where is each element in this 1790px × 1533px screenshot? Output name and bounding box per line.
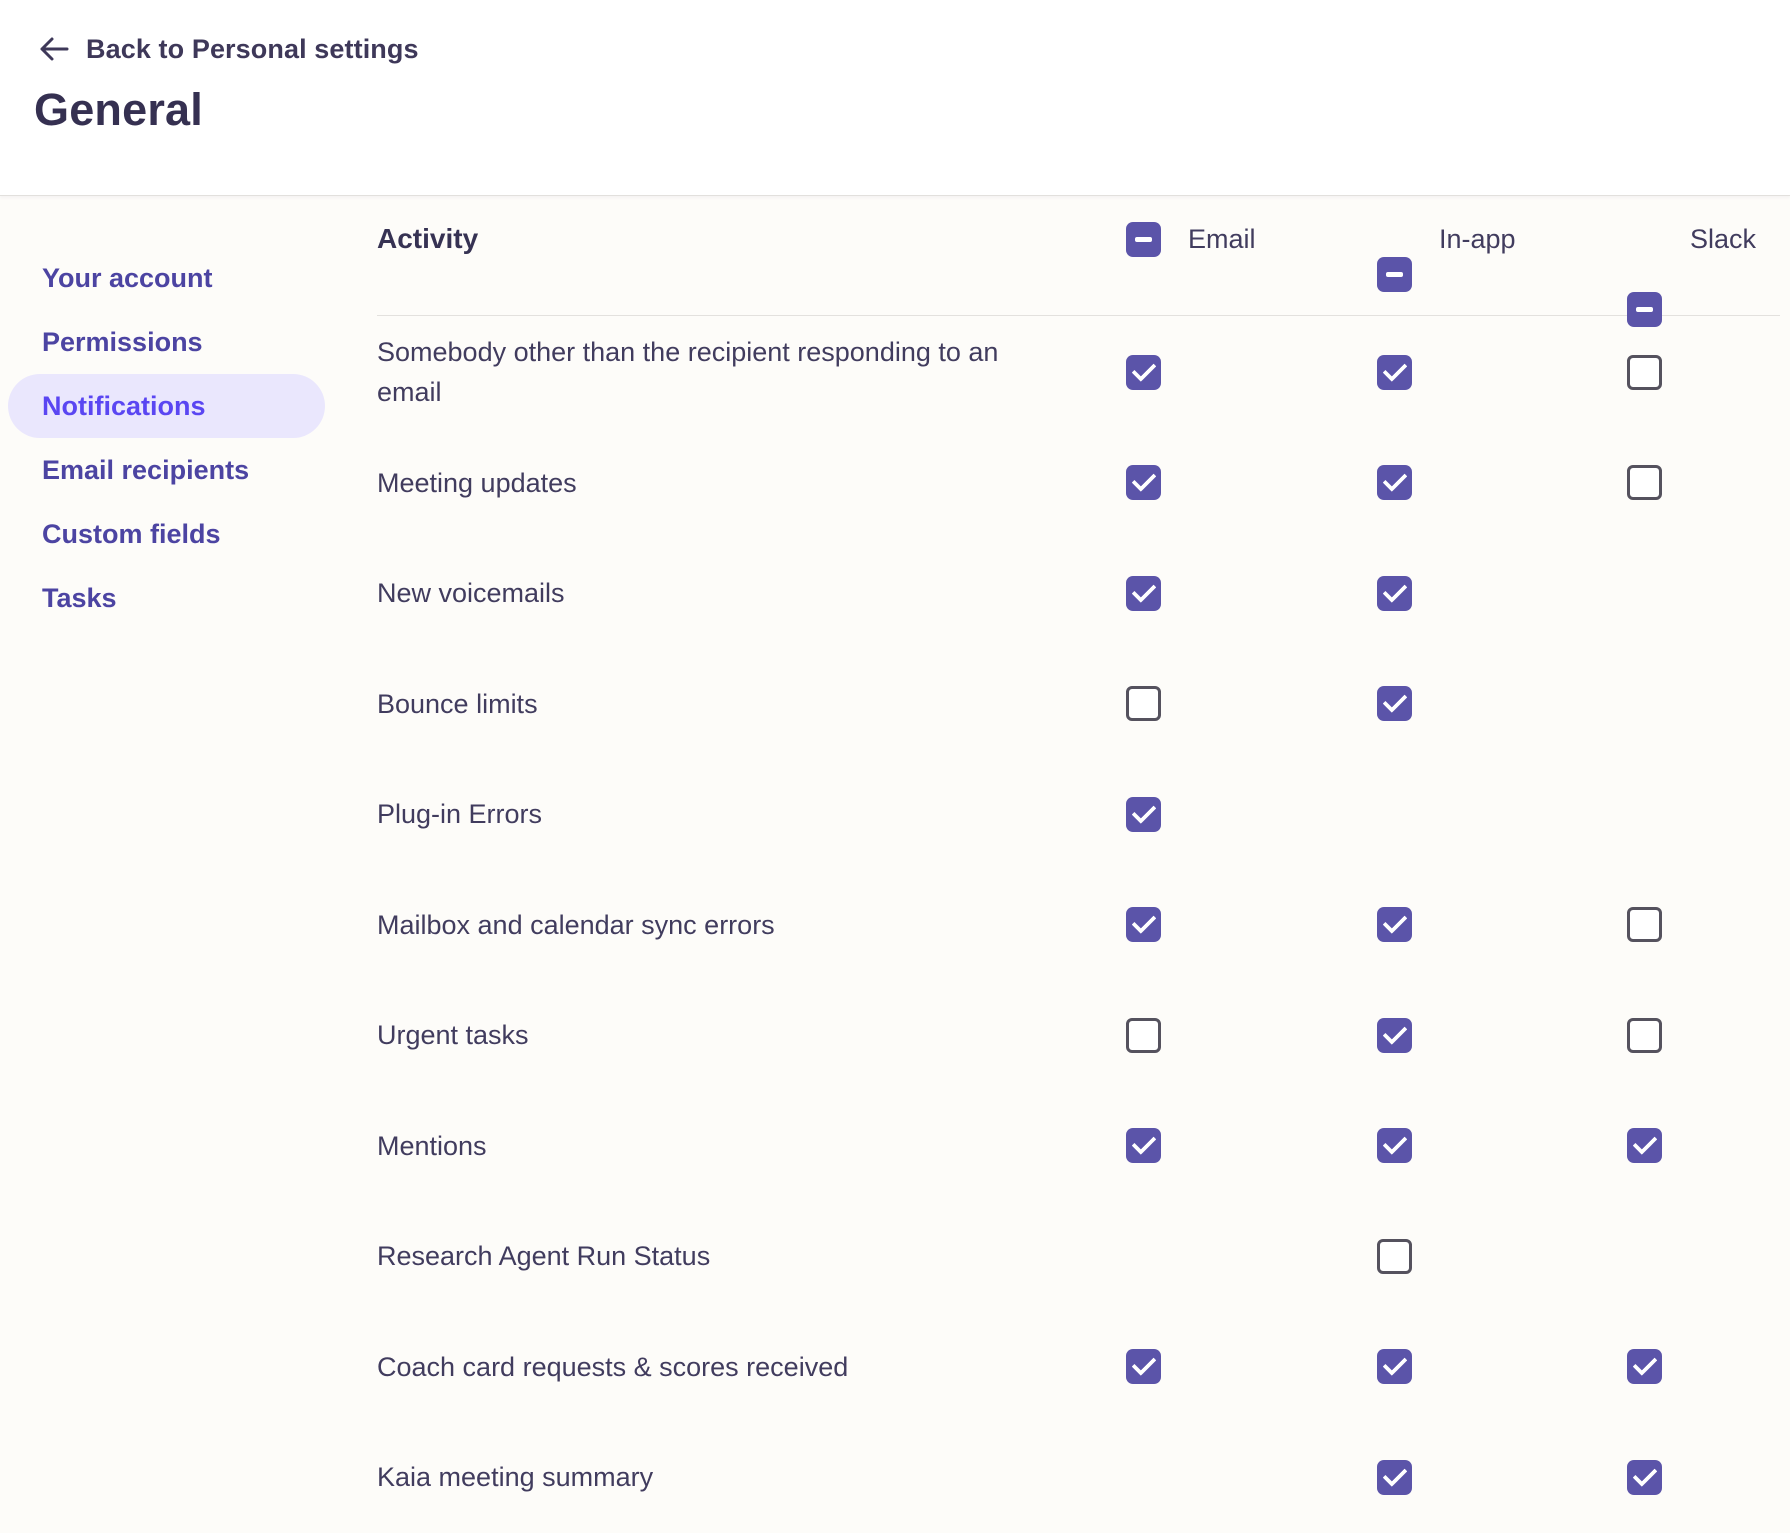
sidebar-item-label: Email recipients (42, 454, 250, 485)
inapp-checkbox[interactable] (1377, 907, 1412, 943)
email-checkbox[interactable] (1126, 1349, 1161, 1385)
table-row: Mentions (377, 1091, 1790, 1202)
table-row: Somebody other than the recipient respon… (377, 317, 1790, 428)
inapp-checkbox[interactable] (1377, 1459, 1412, 1495)
slack-checkbox[interactable] (1627, 1128, 1662, 1164)
inapp-checkbox[interactable] (1377, 1128, 1412, 1164)
table-body: Somebody other than the recipient respon… (377, 317, 1790, 1533)
activity-label: New voicemails (377, 578, 565, 609)
email-checkbox[interactable] (1126, 796, 1161, 832)
email-column-header: Email (1188, 224, 1256, 254)
table-row: Kaia meeting summary (377, 1422, 1790, 1533)
sidebar-item-your-account[interactable]: Your account (8, 246, 325, 310)
activity-column-header: Activity (377, 223, 479, 254)
email-checkbox[interactable] (1126, 686, 1161, 722)
sidebar-item-label: Tasks (42, 582, 117, 613)
sidebar-item-permissions[interactable]: Permissions (8, 310, 325, 374)
back-link-label: Back to Personal settings (86, 33, 419, 64)
sidebar-item-email-recipients[interactable]: Email recipients (8, 438, 325, 502)
table-row: Bounce limits (377, 649, 1790, 760)
inapp-checkbox[interactable] (1377, 575, 1412, 611)
email-checkbox[interactable] (1126, 465, 1161, 501)
sidebar-item-label: Permissions (42, 326, 203, 357)
activity-label: Kaia meeting summary (377, 1462, 654, 1493)
email-checkbox[interactable] (1126, 354, 1161, 390)
inapp-checkbox[interactable] (1377, 1238, 1412, 1274)
table-row: Coach card requests & scores received (377, 1312, 1790, 1423)
activity-label: Somebody other than the recipient respon… (377, 337, 999, 408)
table-row: Research Agent Run Status (377, 1201, 1790, 1312)
slack-checkbox[interactable] (1627, 907, 1662, 943)
activity-label: Urgent tasks (377, 1020, 529, 1051)
sidebar-item-custom-fields[interactable]: Custom fields (8, 502, 325, 566)
email-checkbox[interactable] (1126, 1017, 1161, 1053)
activity-label: Research Agent Run Status (377, 1241, 711, 1272)
inapp-column-select-all-checkbox[interactable] (1377, 257, 1412, 292)
sidebar-item-tasks[interactable]: Tasks (8, 566, 325, 630)
email-checkbox[interactable] (1126, 1128, 1161, 1164)
slack-column-select-all-checkbox[interactable] (1627, 292, 1662, 327)
inapp-column-header: In-app (1439, 224, 1516, 254)
activity-label: Meeting updates (377, 467, 577, 498)
sidebar-item-notifications[interactable]: Notifications (8, 374, 325, 438)
slack-checkbox[interactable] (1627, 1017, 1662, 1053)
table-row: Urgent tasks (377, 980, 1790, 1091)
back-link[interactable]: Back to Personal settings (38, 32, 419, 66)
table-row: New voicemails (377, 538, 1790, 649)
notifications-table: Activity Email In-app Slack Somebody oth… (377, 196, 1790, 1498)
page-header: Back to Personal settings General (0, 0, 1790, 196)
sidebar-item-label: Custom fields (42, 518, 221, 549)
activity-label: Mailbox and calendar sync errors (377, 909, 775, 940)
inapp-checkbox[interactable] (1377, 1349, 1412, 1385)
inapp-checkbox[interactable] (1377, 465, 1412, 501)
table-header-row: Activity Email In-app Slack (377, 196, 1780, 327)
page-title: General (34, 84, 203, 135)
slack-checkbox[interactable] (1627, 354, 1662, 390)
slack-column-header: Slack (1690, 224, 1757, 254)
settings-sidebar: Your account Permissions Notifications E… (8, 246, 325, 630)
table-row: Mailbox and calendar sync errors (377, 870, 1790, 981)
inapp-checkbox[interactable] (1377, 1017, 1412, 1053)
slack-checkbox[interactable] (1627, 465, 1662, 501)
back-arrow-icon (38, 36, 70, 62)
inapp-checkbox[interactable] (1377, 354, 1412, 390)
slack-checkbox[interactable] (1627, 1349, 1662, 1385)
table-row: Plug-in Errors (377, 759, 1790, 870)
email-column-select-all-checkbox[interactable] (1126, 222, 1161, 257)
inapp-checkbox[interactable] (1377, 686, 1412, 722)
sidebar-item-label: Notifications (42, 390, 206, 421)
activity-label: Bounce limits (377, 688, 538, 719)
table-row: Meeting updates (377, 428, 1790, 539)
activity-label: Mentions (377, 1130, 487, 1161)
slack-checkbox[interactable] (1627, 1459, 1662, 1495)
email-checkbox[interactable] (1126, 575, 1161, 611)
activity-label: Plug-in Errors (377, 799, 543, 830)
activity-label: Coach card requests & scores received (377, 1351, 849, 1382)
email-checkbox[interactable] (1126, 907, 1161, 943)
sidebar-item-label: Your account (42, 262, 213, 293)
